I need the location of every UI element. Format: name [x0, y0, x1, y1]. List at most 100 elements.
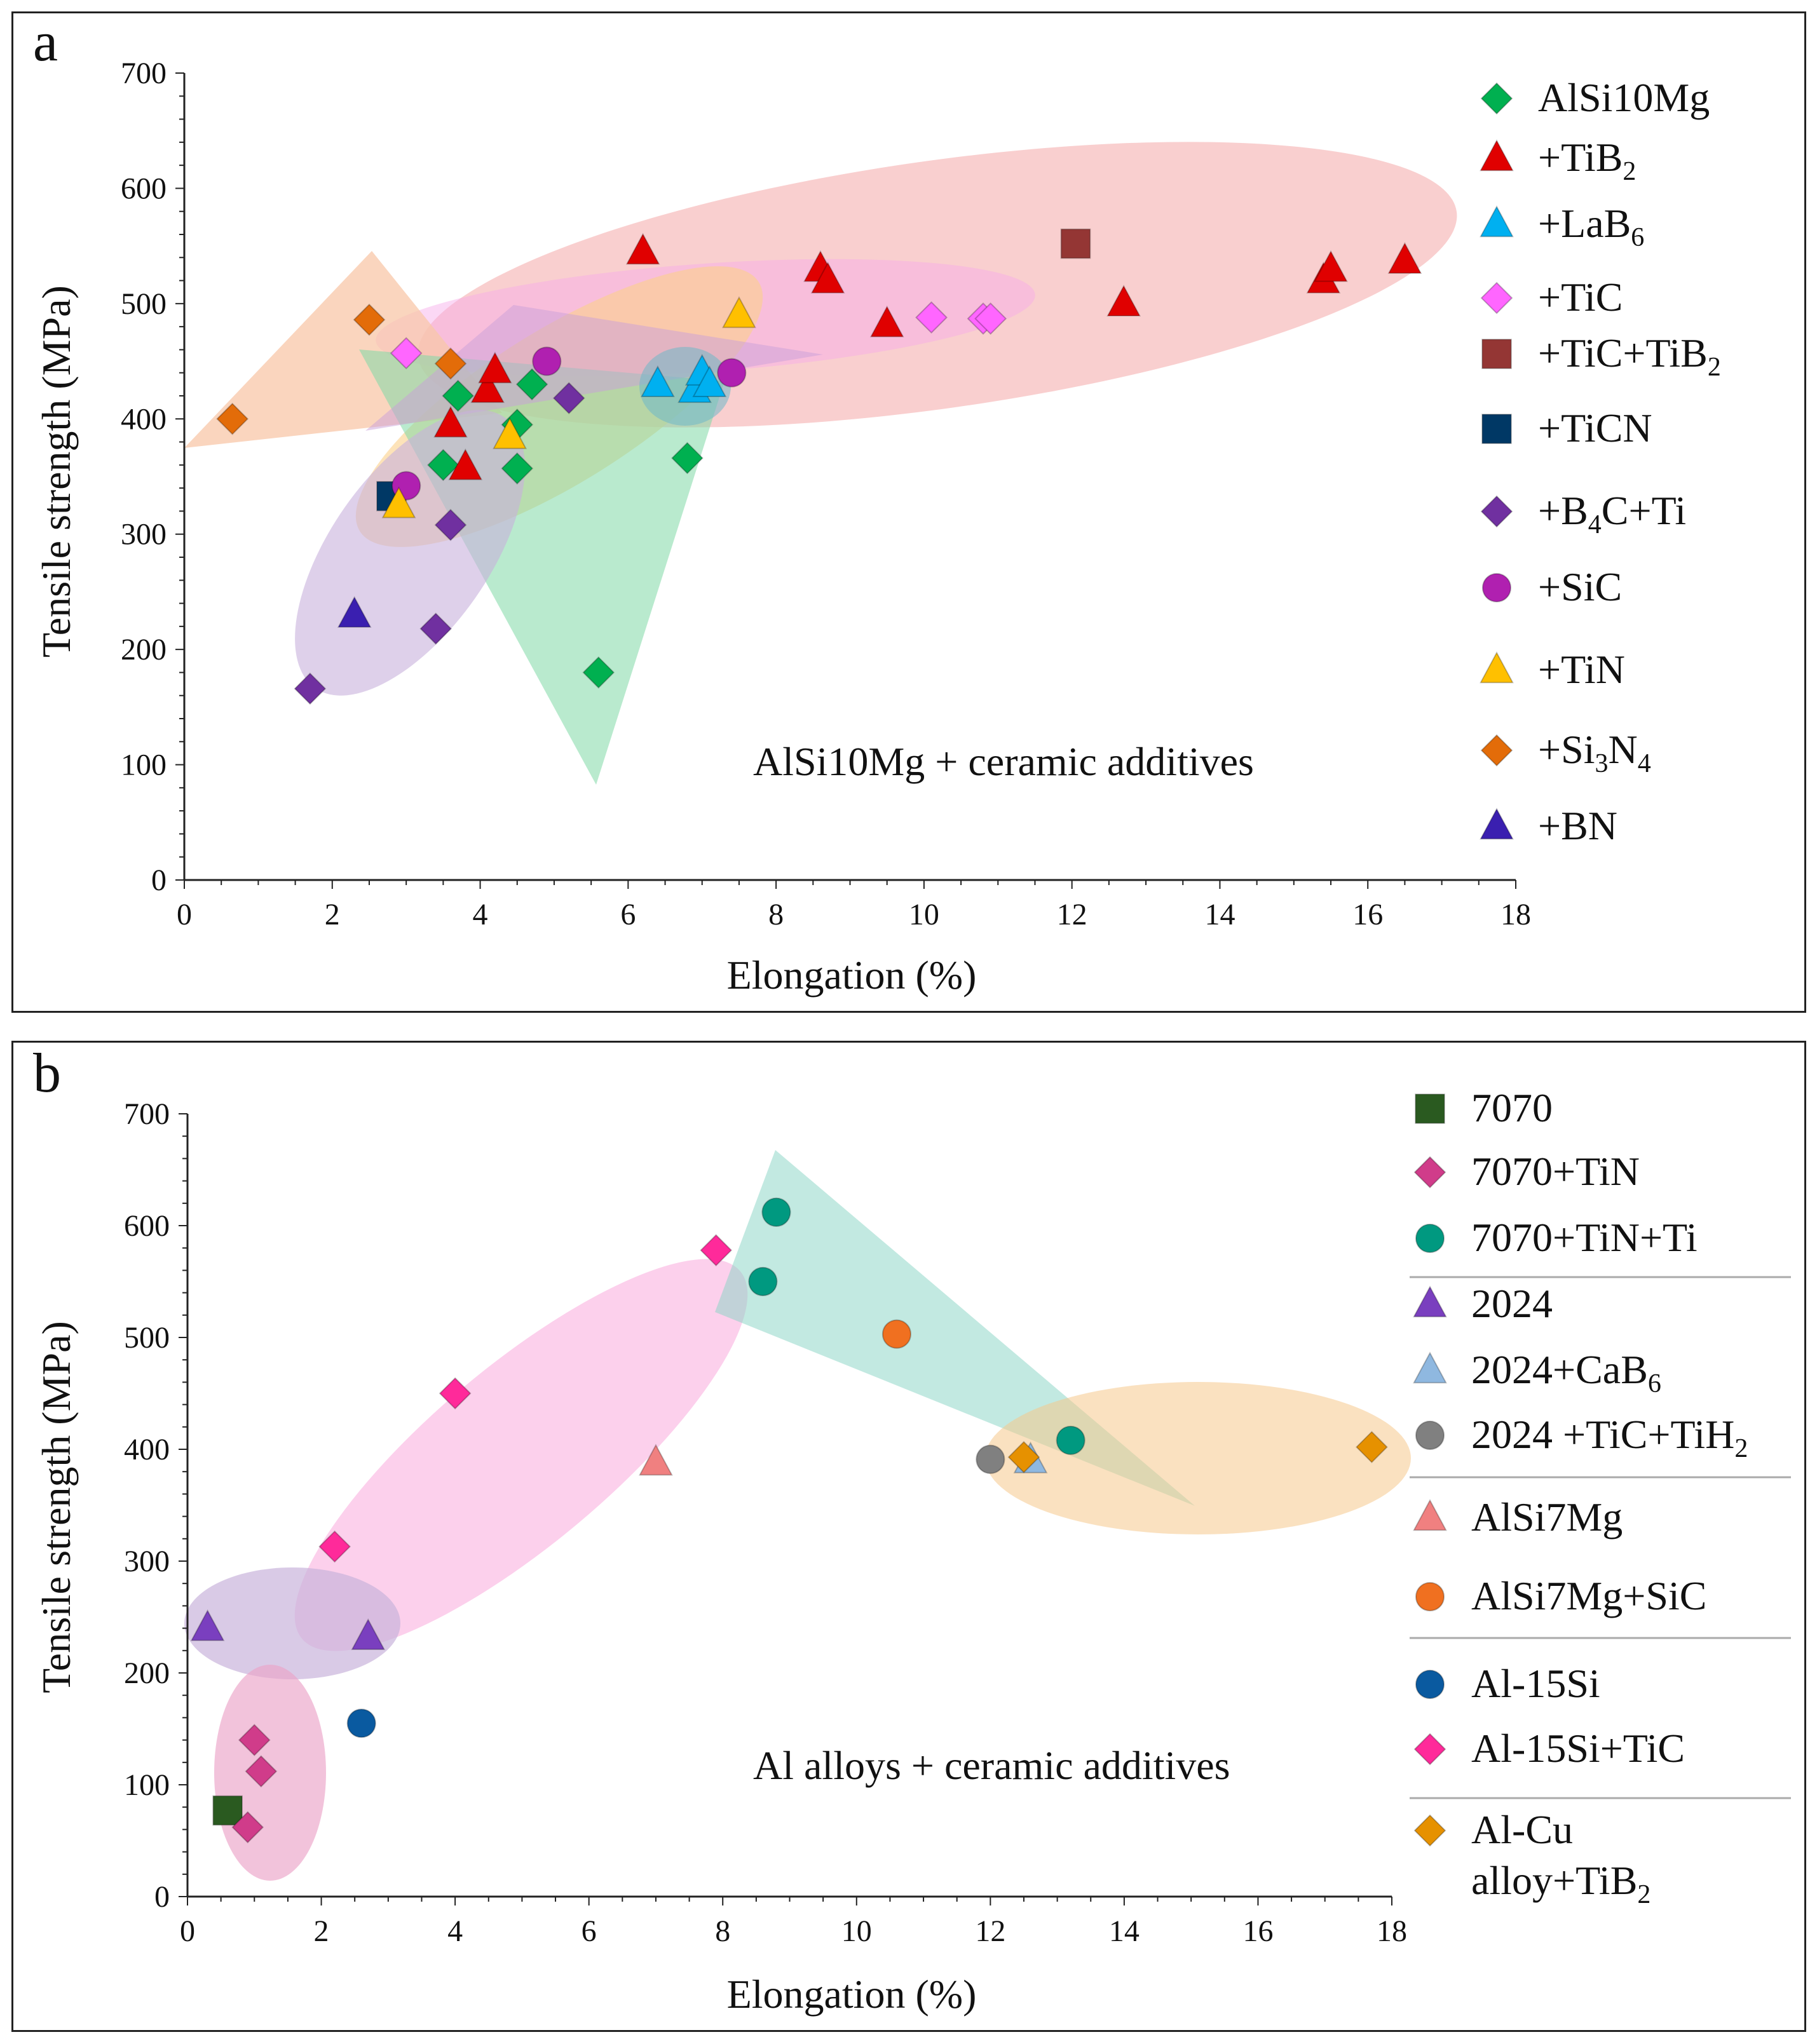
legend-marker-bn	[1480, 808, 1514, 840]
x-tick-label: 12	[975, 1914, 1005, 1948]
point-tib2	[1314, 250, 1348, 282]
point-tib2	[470, 371, 505, 403]
y-tick-label: 0	[151, 863, 167, 897]
legend-label: AlSi10Mg	[1538, 75, 1710, 120]
x-tick-label: 2	[325, 898, 340, 931]
legend-marker-alsi7mg	[1413, 1499, 1447, 1531]
x-tick-label: 18	[1377, 1914, 1407, 1948]
point-tib2	[810, 261, 845, 294]
x-tick-label: 16	[1352, 898, 1383, 931]
point-7070-tin-ti	[748, 1266, 778, 1297]
legend-item-2024-cab6: 2024+CaB6	[1413, 1347, 1661, 1398]
point-tic	[974, 302, 1007, 335]
legend-marker-tic-tib2	[1481, 339, 1512, 369]
x-tick-label: 0	[180, 1914, 195, 1948]
legend-item-alsi10mg: AlSi10Mg	[1480, 75, 1710, 120]
legend-label: AlSi7Mg	[1471, 1494, 1623, 1540]
point-alsi7mg-sic	[881, 1319, 912, 1349]
point-2024-tic-tih2	[976, 1444, 1005, 1474]
x-tick-label: 12	[1057, 898, 1087, 931]
y-tick-label: 200	[124, 1656, 170, 1690]
panel-a-letter: a	[33, 11, 58, 73]
legend-item-si3n4: +Si3N4	[1480, 727, 1651, 778]
x-tick-label: 6	[582, 1914, 597, 1948]
x-tick-label: 0	[177, 898, 192, 931]
y-tick-label: 200	[121, 633, 167, 667]
x-tick-label: 2	[314, 1914, 329, 1948]
legend-item-7070: 7070	[1415, 1085, 1553, 1130]
legend-marker-al-15si-tic	[1413, 1733, 1446, 1766]
legend-item-tin: +TiN	[1480, 647, 1625, 692]
legend-item-tic-tib2: +TiC+TiB2	[1481, 330, 1721, 382]
region-al15si-tic	[294, 1259, 748, 1651]
point-tib2	[625, 233, 660, 265]
y-tick-label: 600	[124, 1209, 170, 1243]
legend-label: 2024 +TiC+TiH2	[1471, 1412, 1748, 1463]
legend-marker-7070-tin	[1413, 1156, 1446, 1189]
x-tick-label: 6	[620, 898, 636, 931]
panel-a-points	[216, 228, 1422, 705]
legend-marker-sic	[1481, 572, 1512, 603]
panel-b-letter: b	[33, 1043, 61, 1104]
x-tick-label: 14	[1109, 1914, 1140, 1948]
legend-item-2024: 2024	[1413, 1281, 1553, 1326]
legend-label: +BN	[1538, 803, 1617, 848]
point-lab6	[641, 365, 675, 398]
legend-label: +LaB6	[1538, 201, 1644, 252]
point-tib2	[448, 448, 483, 480]
y-tick-label: 400	[121, 402, 167, 436]
legend-item-alsi7mg: AlSi7Mg	[1413, 1494, 1623, 1540]
point-si3n4	[216, 402, 249, 435]
point-al-cu-alloy-tib2	[1356, 1431, 1388, 1463]
y-tick-label: 500	[121, 287, 167, 321]
point-sic	[532, 346, 562, 376]
panel-b-frame	[11, 1041, 1806, 2032]
legend-marker-2024	[1413, 1285, 1447, 1318]
point-tic	[915, 301, 948, 334]
point-al-cu-alloy-tib2	[1007, 1440, 1040, 1473]
point-alsi10mg	[501, 452, 534, 485]
legend-label: 7070+TiN+Ti	[1471, 1215, 1698, 1260]
legend-marker-tib2	[1480, 139, 1514, 172]
point-tic	[390, 337, 423, 370]
legend-item-sic: +SiC	[1481, 564, 1622, 609]
legend-label: +Si3N4	[1538, 727, 1651, 778]
x-tick-label: 4	[447, 1914, 463, 1948]
point-b4c-ti	[434, 508, 467, 541]
legend-marker-b4c-ti	[1480, 495, 1513, 528]
legend-marker-al-15si	[1415, 1669, 1445, 1700]
panel-a-x-axis-label: Elongation (%)	[727, 952, 977, 998]
legend-marker-si3n4	[1480, 734, 1513, 767]
legend-label: Al-Cu alloy+TiB2	[1471, 1807, 1650, 1909]
y-tick-label: 300	[124, 1545, 170, 1578]
point-tib2	[869, 305, 904, 337]
legend-item-al-15si-tic: Al-15Si+TiC	[1413, 1726, 1685, 1771]
panel-a-shaded-regions	[184, 142, 1457, 785]
legend-item-lab6: +LaB6	[1480, 201, 1644, 252]
x-tick-label: 10	[841, 1914, 872, 1948]
legend-label: +TiN	[1538, 647, 1625, 692]
legend-label: 7070+TiN	[1471, 1149, 1640, 1194]
x-tick-label: 10	[909, 898, 939, 931]
point-al-15si-tic	[318, 1530, 351, 1563]
panel-b-annotation: Al alloys + ceramic additives	[753, 1743, 1230, 1788]
point-b4c-ti	[419, 613, 453, 645]
legend-label: +TiC+TiB2	[1538, 330, 1721, 382]
legend-marker-tic	[1480, 281, 1513, 315]
legend-label: Al-15Si+TiC	[1471, 1726, 1685, 1771]
point-tib2	[1106, 285, 1141, 317]
legend-item-ticn: +TiCN	[1481, 405, 1652, 450]
y-tick-label: 100	[124, 1768, 170, 1802]
point-tib2	[1387, 242, 1422, 274]
panel-b-axes: 0 100 200 300 400 500 600 700 0 2 4 6 8 10 12 14 16 18	[124, 1097, 1407, 1948]
x-tick-label: 18	[1501, 898, 1531, 931]
panel-b-shaded-regions	[184, 1150, 1411, 1881]
region-2024	[184, 1567, 400, 1679]
legend-label: Al-15Si	[1471, 1661, 1600, 1706]
x-tick-label: 4	[473, 898, 488, 931]
region-al-cu	[985, 1382, 1411, 1534]
point-tib2	[477, 351, 512, 384]
legend-marker-alsi10mg	[1480, 82, 1513, 115]
